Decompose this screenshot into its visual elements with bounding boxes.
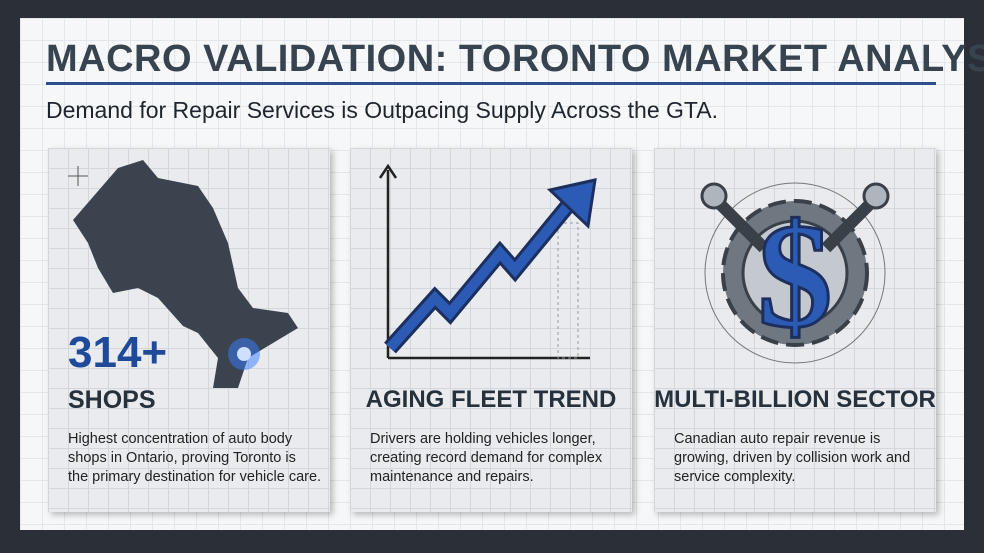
- card-body: Drivers are holding vehicles longer, cre…: [370, 430, 602, 487]
- title: MACRO VALIDATION: TORONTO MARKET ANALYSI…: [46, 38, 984, 80]
- card-body: Highest concentration of auto body shops…: [68, 430, 321, 487]
- body-line: the primary destination for vehicle care…: [68, 469, 322, 485]
- card-heading: MULTI-BILLION SECTOR: [654, 386, 936, 413]
- body-line: service complexity.: [674, 469, 796, 485]
- body-line: Highest concentration of auto body: [68, 431, 293, 447]
- card: AGING FLEET TREND Drivers are holding ve…: [350, 148, 632, 512]
- trend-chart: [378, 163, 597, 360]
- subtitle: Demand for Repair Services is Outpacing …: [46, 97, 718, 123]
- body-line: creating record demand for complex: [370, 450, 603, 466]
- body-line: shops in Ontario, proving Toronto is: [68, 450, 296, 466]
- body-line: Canadian auto repair revenue is: [674, 431, 881, 447]
- svg-text:$: $: [758, 193, 833, 359]
- card: $ MULTI-BILLION SECTOR Canadian auto rep…: [654, 148, 936, 512]
- card-body: Canadian auto repair revenue is growing,…: [674, 430, 910, 487]
- ontario-map: [68, 160, 298, 388]
- stat: 314+: [68, 328, 168, 377]
- body-line: Drivers are holding vehicles longer,: [370, 431, 596, 447]
- card-heading: SHOPS: [68, 386, 156, 414]
- card: 314+ SHOPS Highest concentration of auto…: [48, 148, 330, 512]
- dollar-gear: $: [700, 182, 890, 364]
- card-heading: AGING FLEET TREND: [365, 386, 617, 413]
- body-line: maintenance and repairs.: [370, 469, 534, 485]
- body-line: growing, driven by collision work and: [674, 450, 911, 466]
- title-rule: [46, 82, 936, 85]
- slide: MACRO VALIDATION: TORONTO MARKET ANALYSI…: [20, 18, 984, 530]
